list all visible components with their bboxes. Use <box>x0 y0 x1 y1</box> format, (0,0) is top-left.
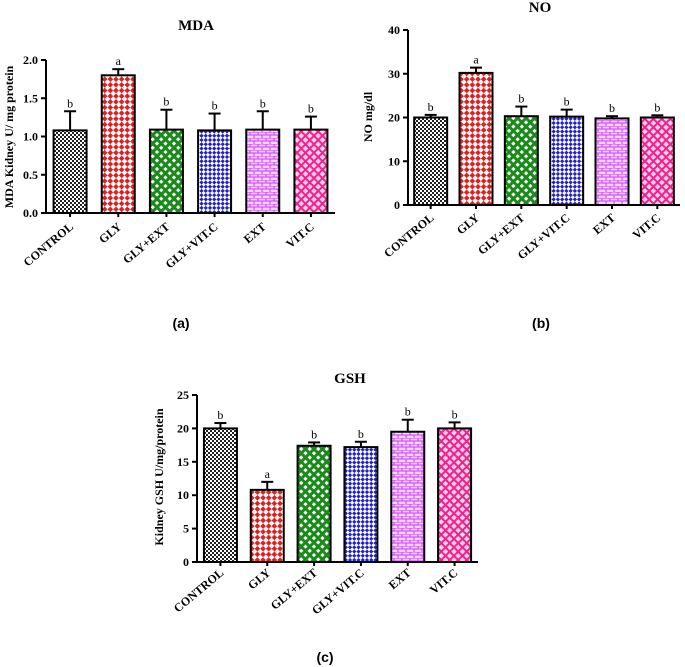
bar <box>52 129 88 215</box>
bar <box>343 446 379 563</box>
significance-label: b <box>163 95 169 109</box>
bar <box>549 115 585 206</box>
y-tick-label: 20 <box>177 421 189 435</box>
panel-label: (a) <box>172 315 189 331</box>
bar <box>202 427 238 563</box>
category-label: GLY <box>245 565 273 592</box>
significance-label: b <box>452 407 458 421</box>
y-tick-label: 1.5 <box>23 91 38 105</box>
y-tick-label: 0.5 <box>23 168 38 182</box>
panel-label: (b) <box>532 315 550 331</box>
significance-label: b <box>212 99 218 113</box>
chart-title: NO <box>529 0 552 16</box>
panel-label: (c) <box>316 649 333 665</box>
y-axis-label: MDA Kidney U/ mg protein <box>2 65 16 208</box>
bar <box>100 74 136 214</box>
significance-label: b <box>311 427 317 441</box>
bar <box>639 116 675 206</box>
mda-chart: MDA MDA Kidney U/ mg protein (a) 0.0 0.5 1… <box>2 18 335 331</box>
y-tick-label: 10 <box>177 488 189 502</box>
bar <box>293 128 329 215</box>
significance-label: b <box>358 427 364 441</box>
y-tick-label: 0.0 <box>23 206 38 220</box>
bar <box>197 129 233 215</box>
y-tick-label: 20 <box>388 111 400 125</box>
significance-label: b <box>654 100 660 114</box>
y-axis-label: NO mg/dl <box>361 91 375 142</box>
category-label: CONTROL <box>21 220 76 270</box>
category-label: CONTROL <box>171 566 226 616</box>
y-axis-label: Kidney GSH U/mg/protein <box>152 408 166 545</box>
category-label: CONTROL <box>381 211 436 261</box>
bar <box>390 430 426 563</box>
category-label: GLY+VIT.C <box>163 220 221 272</box>
significance-label: b <box>428 100 434 114</box>
bar <box>437 427 473 563</box>
bar <box>148 128 184 215</box>
significance-label: b <box>217 408 223 422</box>
bar <box>458 71 494 206</box>
significance-label: b <box>67 96 73 110</box>
y-tick-label: 25 <box>177 388 189 402</box>
significance-label: b <box>308 102 314 116</box>
significance-label: a <box>265 467 271 481</box>
category-label: GLY <box>454 210 482 237</box>
significance-label: a <box>116 54 122 68</box>
category-label: GLY+VIT.C <box>309 566 367 618</box>
y-tick-label: 5 <box>183 522 189 536</box>
bar <box>296 444 332 564</box>
y-tick-label: 0 <box>183 555 189 569</box>
category-label: EXT <box>386 566 414 593</box>
bar <box>245 128 281 215</box>
y-tick-label: 0 <box>394 198 400 212</box>
y-tick-label: 15 <box>177 455 189 469</box>
category-label: EXT <box>590 211 618 238</box>
category-label: VIT.C <box>630 211 664 242</box>
significance-label: b <box>564 95 570 109</box>
category-label: VIT.C <box>283 220 317 251</box>
bar <box>249 488 285 563</box>
significance-label: b <box>405 405 411 419</box>
y-tick-label: 2.0 <box>23 53 38 67</box>
chart-title: MDA <box>178 18 214 34</box>
category-label: VIT.C <box>427 566 461 597</box>
bar <box>413 116 449 206</box>
category-label: EXT <box>241 220 269 247</box>
category-label: GLY <box>96 219 124 246</box>
significance-label: a <box>473 53 479 67</box>
significance-label: b <box>260 96 266 110</box>
y-tick-label: 10 <box>388 154 400 168</box>
y-tick-label: 40 <box>388 23 400 37</box>
significance-label: b <box>609 101 615 115</box>
y-tick-label: 1.0 <box>23 130 38 144</box>
bar <box>594 117 630 206</box>
gsh-chart: GSH Kidney GSH U/mg/protein (c) 0 5 10 15 20… <box>152 371 478 665</box>
no-chart: NO NO mg/dl (b) 010203040bCONTROLaGLYbGL… <box>361 0 680 331</box>
y-tick-label: 30 <box>388 67 400 81</box>
chart-title: GSH <box>334 371 366 387</box>
bar <box>503 115 539 206</box>
significance-label: b <box>518 92 524 106</box>
